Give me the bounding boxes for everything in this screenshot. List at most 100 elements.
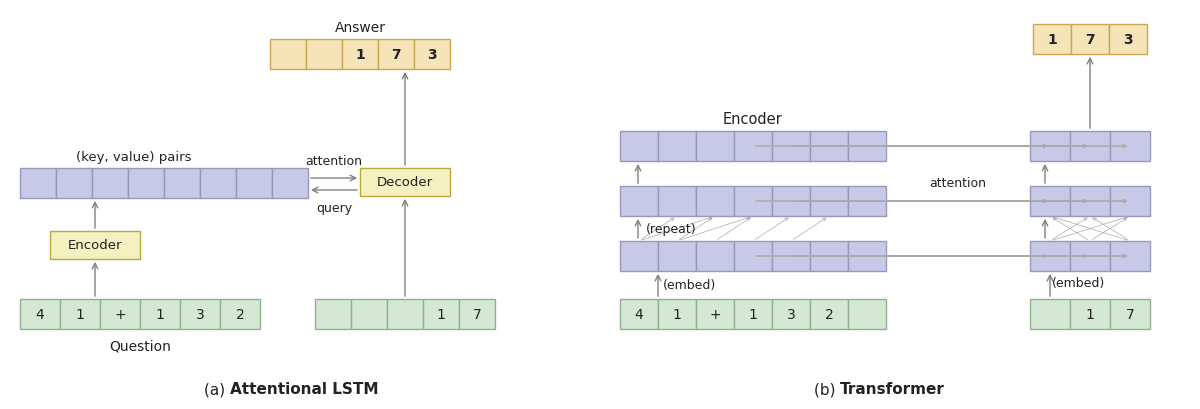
Bar: [1030, 132, 1070, 162]
Text: 4: 4: [36, 307, 44, 321]
Bar: [220, 299, 260, 329]
Text: Decoder: Decoder: [377, 176, 433, 189]
Bar: [1109, 25, 1147, 55]
Text: 1: 1: [1048, 33, 1057, 47]
Text: 3: 3: [427, 48, 437, 62]
Bar: [386, 299, 424, 329]
Text: (embed): (embed): [1052, 277, 1105, 290]
Bar: [734, 187, 772, 216]
Bar: [1070, 241, 1110, 271]
Text: 4: 4: [635, 307, 643, 321]
Text: 3: 3: [787, 307, 796, 321]
Bar: [200, 169, 236, 198]
Bar: [236, 169, 272, 198]
Bar: [342, 40, 378, 70]
Bar: [1072, 25, 1109, 55]
Text: query: query: [316, 202, 352, 214]
Bar: [1070, 132, 1110, 162]
Bar: [128, 169, 164, 198]
Bar: [100, 299, 140, 329]
Bar: [306, 40, 342, 70]
Bar: [1070, 187, 1110, 216]
Bar: [140, 299, 180, 329]
Bar: [810, 132, 848, 162]
Bar: [1030, 187, 1070, 216]
Bar: [658, 241, 696, 271]
Text: +: +: [114, 307, 126, 321]
Text: 1: 1: [1086, 307, 1094, 321]
Bar: [1030, 241, 1070, 271]
Text: attention: attention: [930, 177, 986, 189]
Text: 1: 1: [672, 307, 682, 321]
Bar: [360, 169, 450, 196]
Bar: [56, 169, 92, 198]
Text: 3: 3: [196, 307, 204, 321]
Bar: [1033, 25, 1072, 55]
Bar: [50, 231, 140, 259]
Bar: [772, 241, 810, 271]
Text: 7: 7: [473, 307, 481, 321]
Bar: [378, 40, 414, 70]
Bar: [620, 299, 658, 329]
Bar: [272, 169, 308, 198]
Bar: [810, 187, 848, 216]
Text: 7: 7: [391, 48, 401, 62]
Text: 1: 1: [437, 307, 445, 321]
Bar: [658, 299, 696, 329]
Text: 2: 2: [235, 307, 245, 321]
Text: 1: 1: [749, 307, 757, 321]
Bar: [180, 299, 220, 329]
Bar: [1110, 132, 1150, 162]
Bar: [658, 132, 696, 162]
Bar: [1110, 187, 1150, 216]
Text: 7: 7: [1126, 307, 1134, 321]
Text: +: +: [709, 307, 721, 321]
Bar: [696, 241, 734, 271]
Text: 1: 1: [355, 48, 365, 62]
Bar: [696, 187, 734, 216]
Text: 7: 7: [1085, 33, 1094, 47]
Bar: [92, 169, 128, 198]
Bar: [810, 241, 848, 271]
Bar: [314, 299, 352, 329]
Text: 3: 3: [1123, 33, 1133, 47]
Bar: [620, 132, 658, 162]
Bar: [458, 299, 496, 329]
Bar: [1110, 299, 1150, 329]
Bar: [848, 132, 886, 162]
Bar: [772, 187, 810, 216]
Bar: [620, 241, 658, 271]
Bar: [734, 299, 772, 329]
Bar: [696, 299, 734, 329]
Text: Answer: Answer: [335, 21, 385, 35]
Text: Encoder: Encoder: [67, 239, 122, 252]
Text: (b): (b): [814, 382, 840, 397]
Bar: [414, 40, 450, 70]
Text: Question: Question: [109, 339, 170, 353]
Text: 1: 1: [76, 307, 84, 321]
Text: Encoder: Encoder: [724, 112, 782, 127]
Bar: [848, 241, 886, 271]
Bar: [810, 299, 848, 329]
Bar: [696, 132, 734, 162]
Bar: [20, 299, 60, 329]
Bar: [424, 299, 458, 329]
Bar: [1030, 299, 1070, 329]
Bar: [1110, 241, 1150, 271]
Bar: [620, 187, 658, 216]
Text: Attentional LSTM: Attentional LSTM: [230, 382, 378, 397]
Bar: [734, 132, 772, 162]
Bar: [20, 169, 56, 198]
Bar: [848, 187, 886, 216]
Text: (key, value) pairs: (key, value) pairs: [77, 151, 192, 164]
Bar: [164, 169, 200, 198]
Bar: [1070, 299, 1110, 329]
Bar: [658, 187, 696, 216]
Text: 1: 1: [156, 307, 164, 321]
Text: (repeat): (repeat): [646, 222, 697, 236]
Text: 2: 2: [824, 307, 833, 321]
Text: Transformer: Transformer: [840, 382, 944, 397]
Text: (a): (a): [204, 382, 230, 397]
Text: (embed): (embed): [662, 279, 716, 292]
Bar: [772, 299, 810, 329]
